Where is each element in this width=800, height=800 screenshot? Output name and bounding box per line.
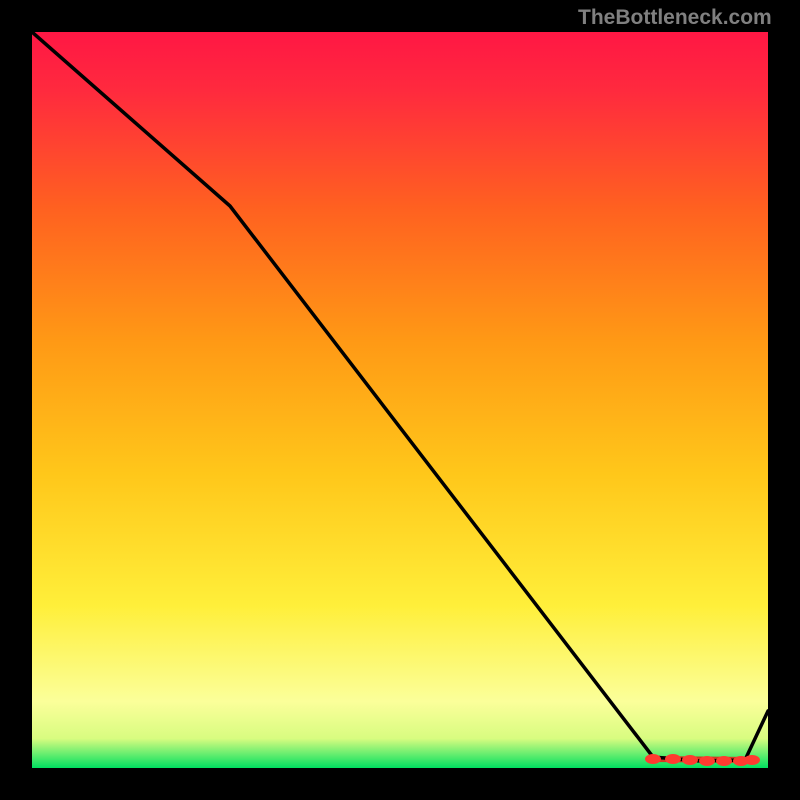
flat-marker-6: [744, 755, 760, 765]
bottleneck-curve: [32, 32, 768, 761]
flat-marker-2: [682, 755, 698, 765]
flat-marker-0: [645, 754, 661, 764]
flat-marker-1: [665, 754, 681, 764]
flat-marker-4: [716, 756, 732, 766]
chart-container: TheBottleneck.com: [0, 0, 800, 800]
watermark-text: TheBottleneck.com: [578, 6, 772, 30]
chart-svg-overlay: [0, 0, 800, 800]
flat-marker-3: [699, 756, 715, 766]
